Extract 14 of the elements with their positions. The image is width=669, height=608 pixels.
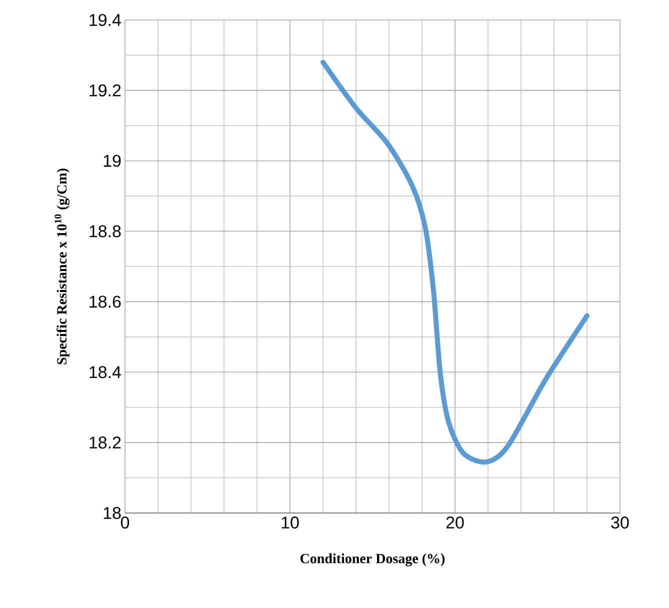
y-tick-label: 19.4 <box>90 14 121 26</box>
x-axis-title: Conditioner Dosage (%) <box>300 553 445 566</box>
y-axis-title: Specific Resistance x 10$^{10}$ (g/Cm) <box>54 168 70 364</box>
y-tick-label: 19.2 <box>90 84 121 96</box>
y-tick-label: 18.2 <box>90 436 121 449</box>
x-tick-label: 20 <box>446 516 464 529</box>
y-tick-label: 19 <box>104 154 121 167</box>
x-tick-label: 30 <box>611 516 629 529</box>
x-tick-label: 0 <box>120 516 130 529</box>
y-tick-label: 18 <box>104 506 121 520</box>
x-tick-label: 10 <box>282 516 299 529</box>
y-tick-label: 18.4 <box>90 366 121 378</box>
y-tick-label: 18.8 <box>90 225 121 238</box>
y-tick-label: 18.6 <box>90 296 121 308</box>
